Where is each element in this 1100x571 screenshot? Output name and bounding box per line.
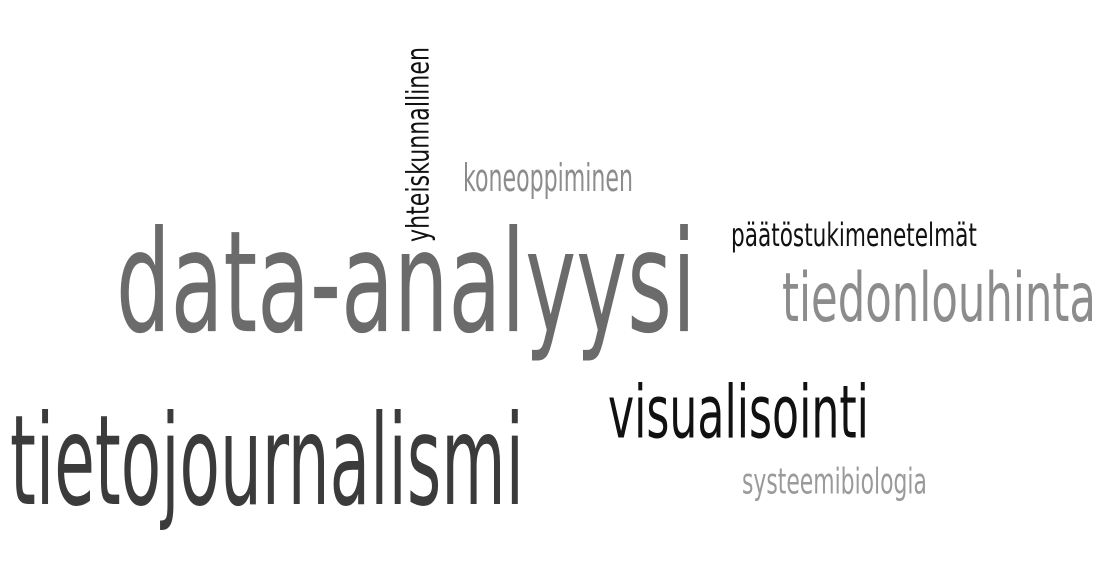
word-data-analyysi: data-analyysi [116,201,696,365]
word-systeemibiologia: systeemibiologia [742,461,927,503]
word-paatostukimenetelmat: päätöstukimenetelmät [731,216,977,255]
word-tietojournalismi: tietojournalismi [10,388,524,534]
word-koneoppiminen: koneoppiminen [463,156,633,200]
word-yhteiskunnallinen: yhteiskunnallinen [401,47,437,242]
word-visualisointi: visualisointi [608,371,869,456]
word-tiedonlouhinta: tiedonlouhinta [782,259,1096,338]
